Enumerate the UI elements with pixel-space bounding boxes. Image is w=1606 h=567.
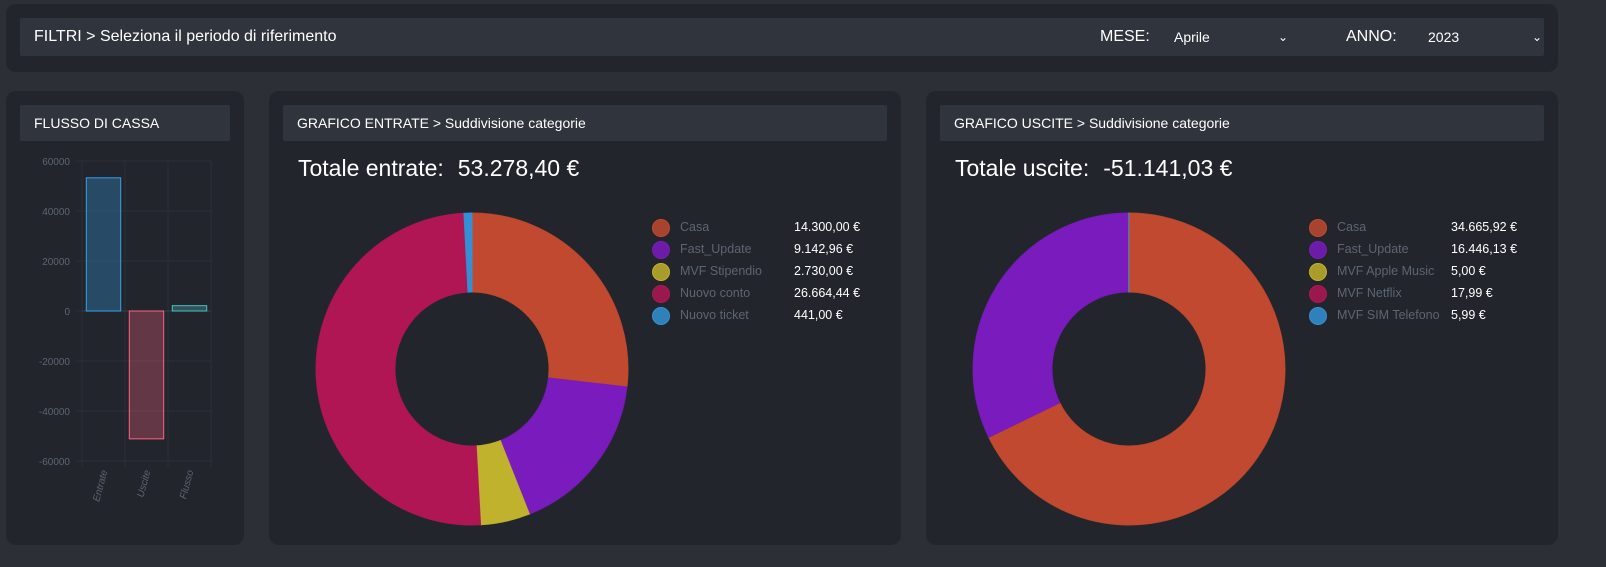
- legend-label: MVF Netflix: [1337, 286, 1402, 300]
- legend-value: 14.300,00 €: [794, 220, 861, 234]
- month-select[interactable]: Aprile ⌄: [1166, 22, 1296, 52]
- filter-title: FILTRI > Seleziona il periodo di riferim…: [34, 28, 337, 45]
- legend-label: Casa: [1337, 220, 1367, 234]
- legend-label: Fast_Update: [1337, 242, 1409, 256]
- y-tick-label: -20000: [39, 357, 71, 368]
- legend-swatch: [652, 285, 670, 303]
- year-value: 2023: [1428, 29, 1460, 45]
- legend-swatch: [652, 307, 670, 325]
- year-select[interactable]: 2023 ⌄: [1420, 22, 1550, 52]
- income-total-value: 53.278,40 €: [457, 155, 580, 181]
- legend-swatch: [1309, 219, 1327, 237]
- legend-value: 9.142,96 €: [794, 242, 854, 256]
- expenses-legend-item[interactable]: Casa 34.665,92 €: [1309, 217, 1529, 239]
- expenses-legend-item[interactable]: MVF Apple Music 5,00 €: [1309, 261, 1529, 283]
- income-slice[interactable]: [499, 377, 628, 515]
- income-legend-item[interactable]: Casa 14.300,00 €: [652, 217, 872, 239]
- income-total: Totale entrate: 53.278,40 €: [298, 155, 579, 182]
- legend-swatch: [652, 219, 670, 237]
- bar-entrate[interactable]: [85, 177, 122, 312]
- month-label: MESE:: [1100, 28, 1150, 45]
- income-legend-item[interactable]: MVF Stipendio 2.730,00 €: [652, 261, 872, 283]
- income-title: GRAFICO ENTRATE > Suddivisione categorie: [297, 115, 586, 131]
- cashflow-panel: FLUSSO DI CASSA 60000 40000 20000 0 -20000 -4…: [6, 91, 244, 545]
- legend-swatch: [1309, 285, 1327, 303]
- income-legend-item[interactable]: Nuovo conto 26.664,44 €: [652, 283, 872, 305]
- expenses-slice[interactable]: [988, 212, 1286, 526]
- filter-header: FILTRI > Seleziona il periodo di riferim…: [20, 18, 1544, 56]
- chevron-down-icon: ⌄: [1277, 30, 1288, 44]
- bar-uscite[interactable]: [128, 310, 165, 440]
- legend-value: 5,00 €: [1451, 264, 1486, 278]
- y-tick-label: -40000: [39, 407, 71, 418]
- expenses-panel: GRAFICO USCITE > Suddivisione categorie …: [926, 91, 1558, 545]
- expenses-slice[interactable]: [972, 212, 1130, 438]
- income-donut-chart: [315, 212, 629, 526]
- expenses-header: GRAFICO USCITE > Suddivisione categorie: [940, 105, 1544, 141]
- y-tick-label: 20000: [42, 257, 70, 268]
- year-label: ANNO:: [1346, 28, 1397, 45]
- income-total-label: Totale entrate:: [298, 155, 444, 181]
- filter-panel: FILTRI > Seleziona il periodo di riferim…: [6, 4, 1558, 72]
- expenses-legend-item[interactable]: Fast_Update 16.446,13 €: [1309, 239, 1529, 261]
- legend-label: Casa: [680, 220, 710, 234]
- income-slice[interactable]: [315, 212, 482, 526]
- income-legend: Casa 14.300,00 € Fast_Update 9.142,96 € MVF …: [652, 217, 872, 327]
- legend-value: 17,99 €: [1451, 286, 1493, 300]
- legend-value: 16.446,13 €: [1451, 242, 1518, 256]
- income-panel: GRAFICO ENTRATE > Suddivisione categorie…: [269, 91, 901, 545]
- income-header: GRAFICO ENTRATE > Suddivisione categorie: [283, 105, 887, 141]
- legend-value: 34.665,92 €: [1451, 220, 1518, 234]
- y-tick-label: 0: [64, 307, 70, 318]
- expenses-legend-item[interactable]: MVF SIM Telefono 5,99 €: [1309, 305, 1529, 327]
- legend-value: 2.730,00 €: [794, 264, 854, 278]
- y-tick-label: -60000: [39, 457, 71, 468]
- expenses-total-label: Totale uscite:: [955, 155, 1090, 181]
- expenses-title: GRAFICO USCITE > Suddivisione categorie: [954, 115, 1230, 131]
- expenses-total-value: -51.141,03 €: [1103, 155, 1233, 181]
- cashflow-header: FLUSSO DI CASSA: [20, 105, 230, 141]
- cashflow-title: FLUSSO DI CASSA: [34, 115, 160, 131]
- income-legend-item[interactable]: Nuovo ticket 441,00 €: [652, 305, 872, 327]
- x-tick-label: Entrate: [91, 469, 110, 503]
- legend-label: Nuovo ticket: [680, 308, 749, 322]
- month-value: Aprile: [1174, 29, 1210, 45]
- legend-swatch: [1309, 241, 1327, 259]
- legend-swatch: [1309, 263, 1327, 281]
- y-tick-label: 40000: [42, 207, 70, 218]
- expenses-donut-chart: [972, 212, 1286, 526]
- legend-value: 441,00 €: [794, 308, 843, 322]
- legend-swatch: [652, 263, 670, 281]
- y-tick-label: 60000: [42, 157, 70, 168]
- income-legend-item[interactable]: Fast_Update 9.142,96 €: [652, 239, 872, 261]
- legend-label: MVF Apple Music: [1337, 264, 1435, 278]
- income-slice[interactable]: [471, 212, 629, 388]
- legend-swatch: [652, 241, 670, 259]
- legend-label: MVF SIM Telefono: [1337, 308, 1440, 322]
- bar-flusso[interactable]: [171, 305, 208, 312]
- chevron-down-icon: ⌄: [1531, 30, 1542, 44]
- legend-label: Nuovo conto: [680, 286, 751, 300]
- expenses-total: Totale uscite: -51.141,03 €: [955, 155, 1232, 182]
- legend-swatch: [1309, 307, 1327, 325]
- x-tick-label: Uscite: [136, 469, 154, 499]
- expenses-legend-item[interactable]: MVF Netflix 17,99 €: [1309, 283, 1529, 305]
- cashflow-bar-chart: 60000 40000 20000 0 -20000 -40000 -60000 Entrat…: [39, 157, 212, 503]
- legend-label: Fast_Update: [680, 242, 752, 256]
- expenses-legend: Casa 34.665,92 € Fast_Update 16.446,13 € MVF…: [1309, 217, 1529, 327]
- legend-label: MVF Stipendio: [680, 264, 762, 278]
- x-tick-label: Flusso: [178, 469, 196, 501]
- legend-value: 26.664,44 €: [794, 286, 861, 300]
- legend-value: 5,99 €: [1451, 308, 1486, 322]
- income-slice[interactable]: [463, 212, 473, 293]
